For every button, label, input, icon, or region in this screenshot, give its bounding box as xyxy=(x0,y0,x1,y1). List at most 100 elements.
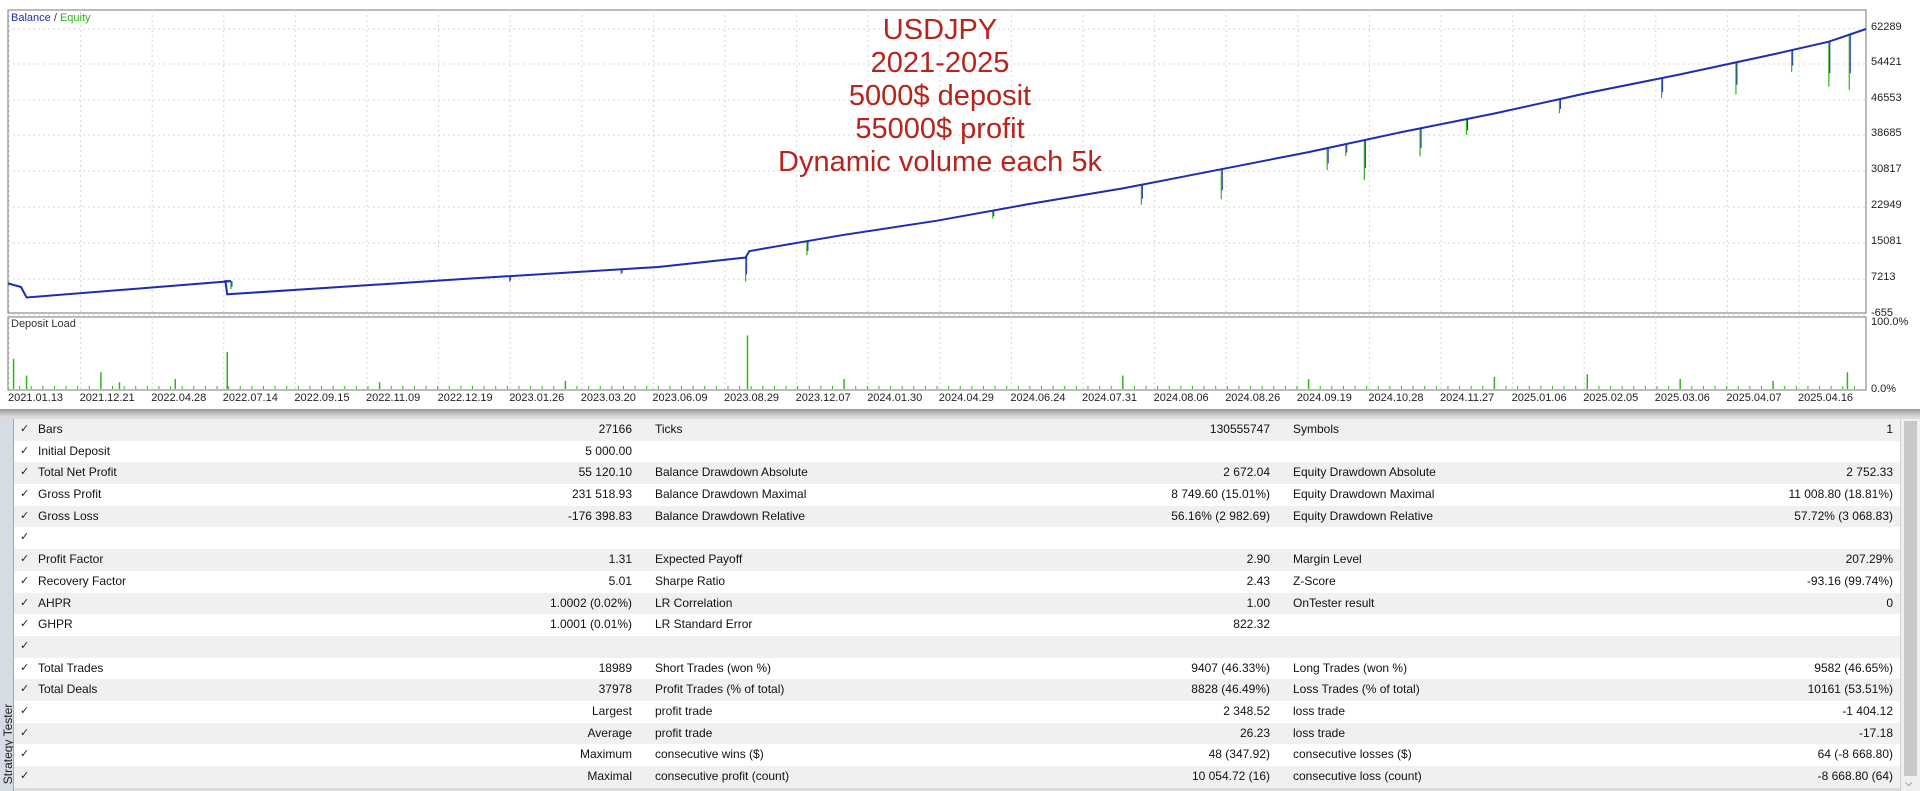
stat-value: 26.23 xyxy=(1239,725,1270,740)
stat-value: 11 008.80 (18.81%) xyxy=(1788,487,1893,502)
check-icon: ✓ xyxy=(20,661,30,674)
stats-row[interactable]: ✓ Gross Loss -176 398.83 Balance Drawdown R… xyxy=(14,505,1900,528)
stat-value: 10161 (53.51%) xyxy=(1807,682,1893,697)
stat-value: 9582 (46.65%) xyxy=(1814,660,1893,675)
stats-row[interactable]: ✓ Total Deals 37978 Profit Trades (% of tot… xyxy=(14,679,1900,701)
date-axis-tick: 2021.01.13 xyxy=(8,392,64,404)
stats-row[interactable]: ✓ Largest profit trade 2 348.52 loss trade -1… xyxy=(14,700,1900,723)
check-icon: ✓ xyxy=(20,509,30,522)
date-axis-tick: 2022.11.09 xyxy=(366,392,421,404)
check-icon: ✓ xyxy=(20,466,30,479)
stat-label: Profit Factor xyxy=(38,552,104,567)
date-axis-tick: 2025.01.06 xyxy=(1511,392,1567,404)
stats-row[interactable]: ✓ Maximum consecutive wins ($) 48 (347.92) c… xyxy=(14,744,1900,766)
date-axis-tick: 2024.09.19 xyxy=(1296,392,1352,404)
stat-value: 56.16% (2 982.69) xyxy=(1171,508,1270,523)
stat-value: 1.0002 (0.02%) xyxy=(549,595,632,610)
stats-row[interactable]: ✓ Recovery Factor 5.01 Sharpe Ratio 2.43 Z-Sc… xyxy=(14,570,1900,593)
check-icon: ✓ xyxy=(20,726,30,739)
stat-label: Initial Deposit xyxy=(38,443,111,458)
stat-value: -8 668.80 (64) xyxy=(1817,769,1893,783)
stat-label: Balance Drawdown Maximal xyxy=(655,487,807,502)
deposit-load-axis-tick: 100.0% xyxy=(1871,316,1909,328)
deposit-load-axis-tick: 0.0% xyxy=(1871,383,1897,395)
results-scrollbar[interactable]: ⌵ xyxy=(1900,419,1920,791)
stat-label: Total Trades xyxy=(38,660,104,675)
stat-value: 207.29% xyxy=(1845,552,1893,567)
deposit-load-plot-area xyxy=(7,316,1867,391)
stats-row[interactable]: ✓ Total Trades 18989 Short Trades (won %) 94… xyxy=(14,657,1900,680)
overlay-line-deposit: 5000$ deposit xyxy=(848,80,1032,112)
stat-label: Equity Drawdown Maximal xyxy=(1293,487,1435,502)
deposit-load-label: Deposit Load xyxy=(11,318,76,330)
stats-row[interactable]: ✓ Gross Profit 231 518.93 Balance Drawdown … xyxy=(14,484,1900,506)
stat-value: 1.00 xyxy=(1246,595,1270,610)
stat-value: 64 (-8 668.80) xyxy=(1817,747,1893,762)
legend-equity: Equity xyxy=(59,12,91,24)
stat-label: Ticks xyxy=(655,422,683,436)
chevron-down-icon[interactable]: ⌵ xyxy=(1905,778,1913,789)
stat-label: Equity Drawdown Relative xyxy=(1293,508,1434,523)
balance-axis-tick: 54421 xyxy=(1871,56,1902,68)
stat-value: 2 752.33 xyxy=(1846,465,1893,480)
stat-value: 37978 xyxy=(598,682,632,697)
date-axis-tick: 2024.08.06 xyxy=(1153,392,1209,404)
overlay-line-volume: Dynamic volume each 5k xyxy=(778,146,1102,178)
stats-row[interactable]: ✓ xyxy=(14,527,1900,550)
overlay-annotation: USDJPY 2021-2025 5000$ deposit 55000$ pr… xyxy=(640,14,1240,179)
date-axis-tick: 2025.04.07 xyxy=(1726,392,1782,404)
stats-row[interactable]: ✓ AHPR 1.0002 (0.02%) LR Correlation 1.00 OnT… xyxy=(14,592,1900,615)
balance-axis-tick: 7213 xyxy=(1871,271,1896,283)
stat-label: Sharpe Ratio xyxy=(655,573,726,588)
stats-row[interactable]: ✓ GHPR 1.0001 (0.01%) LR Standard Error 822.… xyxy=(14,614,1900,636)
stats-row[interactable]: ✓ Maximal consecutive profit (count) 10 054… xyxy=(14,766,1900,788)
stat-label: consecutive loss (count) xyxy=(1293,769,1422,783)
stats-row[interactable]: ✓ Average profit trade 26.23 loss trade -17.1… xyxy=(14,722,1900,745)
stat-label: Bars xyxy=(38,422,63,436)
panel-separator xyxy=(0,409,1920,417)
chart-legend: Balance / Equity xyxy=(11,12,91,24)
stats-row[interactable]: ✓ Initial Deposit 5 000.00 xyxy=(14,440,1900,463)
balance-axis-tick: 15081 xyxy=(1871,235,1902,247)
date-axis-tick: 2025.02.05 xyxy=(1583,392,1639,404)
date-axis-tick: 2025.04.16 xyxy=(1798,392,1854,404)
stat-value: -17.18 xyxy=(1858,725,1893,740)
balance-axis-tick: 62289 xyxy=(1871,21,1902,33)
stat-label: Balance Drawdown Relative xyxy=(655,508,806,523)
stat-value: 5 000.00 xyxy=(585,443,632,458)
date-axis-tick: 2024.01.30 xyxy=(867,392,923,404)
stat-value: 5.01 xyxy=(608,573,632,588)
check-icon: ✓ xyxy=(20,639,30,652)
balance-equity-chart xyxy=(7,9,1867,391)
stat-value: 1.31 xyxy=(608,552,632,567)
date-axis-tick: 2023.01.26 xyxy=(509,392,565,404)
overlay-line-profit: 55000$ profit xyxy=(855,113,1025,145)
stats-row[interactable]: ✓ xyxy=(14,635,1900,658)
chart-panel: Balance / Equity USDJPY 2021-2025 5000$ … xyxy=(0,0,1920,409)
stat-label: Symbols xyxy=(1293,422,1340,436)
stats-row[interactable]: ✓ Bars 27166 Ticks 130555747 Symbols 1 xyxy=(14,419,1900,441)
check-icon: ✓ xyxy=(20,574,30,587)
balance-line xyxy=(7,28,1867,299)
strategy-tester-tab[interactable]: Strategy Tester xyxy=(0,419,14,791)
backtest-results-table: ✓ Bars 27166 Ticks 130555747 Symbols 1 ✓ Initial… xyxy=(14,419,1900,788)
stats-row[interactable]: ✓ Total Net Profit 55 120.10 Balance Drawdo… xyxy=(14,462,1900,485)
stat-label: loss trade xyxy=(1293,725,1346,740)
stat-value: 10 054.72 (16) xyxy=(1191,769,1270,783)
stat-label: Gross Loss xyxy=(38,508,99,523)
scrollbar-thumb[interactable] xyxy=(1904,421,1917,776)
stat-label: consecutive profit (count) xyxy=(655,769,790,783)
stats-row[interactable]: ✓ Profit Factor 1.31 Expected Payoff 2.90 Mar… xyxy=(14,549,1900,571)
legend-balance: Balance xyxy=(11,12,51,24)
stat-value: 18989 xyxy=(598,660,632,675)
balance-axis-tick: -655 xyxy=(1871,307,1894,319)
date-axis-tick: 2024.04.29 xyxy=(938,392,994,404)
stat-value: 2.43 xyxy=(1246,573,1270,588)
stat-label: profit trade xyxy=(655,725,713,740)
date-axis-tick: 2025.03.06 xyxy=(1654,392,1710,404)
date-axis-tick: 2024.07.31 xyxy=(1082,392,1138,404)
check-icon: ✓ xyxy=(20,531,30,544)
stat-value: -176 398.83 xyxy=(567,508,632,523)
stat-value: 57.72% (3 068.83) xyxy=(1794,508,1893,523)
stat-value: -93.16 (99.74%) xyxy=(1806,573,1893,588)
